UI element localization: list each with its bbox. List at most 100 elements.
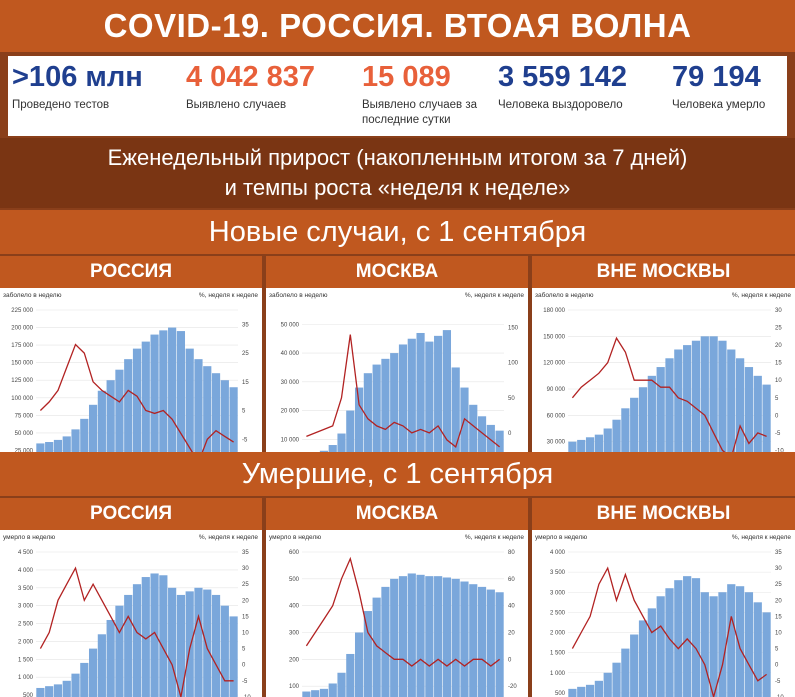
bar xyxy=(71,429,80,468)
right-tick-label: 30 xyxy=(775,566,782,572)
bar xyxy=(762,384,771,468)
bar xyxy=(229,616,238,697)
growth-line xyxy=(571,336,767,459)
bar xyxy=(762,612,771,697)
bar xyxy=(141,341,150,468)
bar xyxy=(691,578,701,697)
left-tick-label: 3 000 xyxy=(550,590,566,596)
stat-label: Человека выздоровело xyxy=(498,99,623,111)
stat-label: Человека умерло xyxy=(672,99,766,111)
bar xyxy=(674,349,683,468)
chart-header: ВНЕ МОСКВЫ xyxy=(532,256,795,288)
right-tick-label: 25 xyxy=(242,351,249,357)
bar xyxy=(656,367,665,468)
bar xyxy=(735,358,745,468)
chart: умерло в неделю %, неделя к неделе 0 500 1 0… xyxy=(3,534,258,697)
right-tick-label: 0 xyxy=(775,413,779,419)
bar xyxy=(700,592,709,697)
left-axis-label: заболело в неделю xyxy=(535,291,594,299)
left-tick-label: 1 000 xyxy=(550,671,566,677)
left-tick-label: 2 500 xyxy=(18,622,34,628)
right-tick-label: 30 xyxy=(775,308,782,314)
left-tick-label: 50 000 xyxy=(15,431,34,437)
bar xyxy=(124,359,133,468)
bar xyxy=(744,367,754,468)
bar xyxy=(460,581,469,697)
right-tick-label: 0 xyxy=(508,657,512,663)
bar xyxy=(727,584,736,697)
right-tick-label: -5 xyxy=(775,679,781,685)
right-tick-label: 0 xyxy=(508,431,512,437)
bar xyxy=(185,591,194,697)
left-tick-label: 1 500 xyxy=(550,651,566,657)
left-tick-label: 500 xyxy=(555,691,566,697)
stat-label: Проведено тестов xyxy=(12,99,110,111)
bar xyxy=(683,576,692,697)
bar xyxy=(381,358,390,468)
bar xyxy=(176,594,186,697)
right-tick-label: 5 xyxy=(242,647,246,653)
left-tick-label: 400 xyxy=(289,604,300,610)
bar xyxy=(311,690,320,697)
bar xyxy=(638,387,648,468)
chart-cell: ВНЕ МОСКВЫ умерло в неделю %, неделя к не… xyxy=(532,498,795,697)
bar xyxy=(425,576,434,697)
bar xyxy=(141,577,150,697)
chart-cell: РОССИЯ заболело в неделю %, неделя к неде… xyxy=(0,256,262,480)
bar xyxy=(398,576,408,697)
left-axis-label: умерло в неделю xyxy=(269,534,321,541)
right-axis-label: %, неделя к неделе xyxy=(199,534,258,541)
bar xyxy=(390,353,399,468)
growth-line xyxy=(39,566,234,697)
bar xyxy=(425,341,434,468)
bar xyxy=(683,345,692,468)
left-tick-label: 40 000 xyxy=(281,351,300,357)
right-tick-label: 25 xyxy=(775,326,782,332)
bar xyxy=(337,433,346,468)
left-tick-label: 175 000 xyxy=(11,343,33,349)
left-tick-label: 1 500 xyxy=(18,657,34,663)
bar xyxy=(220,605,229,697)
left-tick-label: 180 000 xyxy=(543,308,565,314)
bar xyxy=(176,331,186,468)
left-tick-label: 225 000 xyxy=(11,308,33,314)
bar xyxy=(203,589,212,697)
bar xyxy=(71,673,80,697)
bar xyxy=(36,687,45,697)
stat-value: 4 042 837 xyxy=(186,61,316,93)
right-tick-label: 35 xyxy=(242,550,249,556)
section-cases: Новые случаи, с 1 сентября xyxy=(0,210,795,254)
bar xyxy=(211,594,221,697)
bar xyxy=(647,375,656,468)
bar xyxy=(346,653,355,697)
chart-header: РОССИЯ xyxy=(0,256,262,288)
left-tick-label: 600 xyxy=(289,550,300,556)
chart-header: ВНЕ МОСКВЫ xyxy=(532,498,795,530)
bar xyxy=(718,340,727,468)
right-tick-label: -20 xyxy=(508,684,517,690)
bar xyxy=(477,586,487,697)
stat-tests: >106 млн Проведено тестов xyxy=(12,60,143,113)
left-tick-label: 200 000 xyxy=(11,326,33,332)
bar xyxy=(416,332,425,468)
bar xyxy=(585,684,595,697)
bar xyxy=(398,344,408,468)
left-tick-label: 30 000 xyxy=(281,380,300,386)
right-tick-label: 5 xyxy=(242,409,246,415)
left-tick-label: 4 500 xyxy=(18,550,34,556)
bar xyxy=(88,648,98,697)
bar xyxy=(363,373,372,468)
bar xyxy=(665,588,674,697)
left-tick-label: 500 xyxy=(23,693,34,697)
left-axis-label: умерло в неделю xyxy=(3,534,55,541)
bar xyxy=(97,390,106,468)
right-tick-label: 0 xyxy=(775,663,779,669)
bar xyxy=(621,648,630,697)
bar xyxy=(674,580,683,697)
left-tick-label: 3 500 xyxy=(18,586,34,592)
section-deaths: Умершие, с 1 сентября xyxy=(0,452,795,496)
bar xyxy=(495,592,504,697)
growth-line xyxy=(571,566,767,697)
bar xyxy=(354,387,364,468)
right-tick-label: 0 xyxy=(242,663,246,669)
